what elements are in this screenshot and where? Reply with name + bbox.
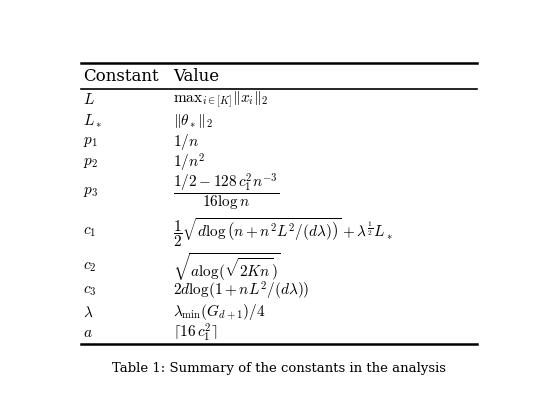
Text: Constant: Constant (83, 68, 158, 85)
Text: $p_1$: $p_1$ (83, 135, 97, 149)
Text: $\|\theta_*\|_2$: $\|\theta_*\|_2$ (173, 112, 213, 130)
Text: $c_1$: $c_1$ (83, 225, 96, 239)
Text: $p_3$: $p_3$ (83, 185, 98, 199)
Text: Value: Value (173, 68, 219, 85)
Text: $\lambda$: $\lambda$ (83, 305, 93, 319)
Text: $\lceil 16\,c_1^2 \rceil$: $\lceil 16\,c_1^2 \rceil$ (173, 322, 217, 344)
Text: $c_3$: $c_3$ (83, 284, 96, 298)
Text: Table 1: Summary of the constants in the analysis: Table 1: Summary of the constants in the… (112, 362, 446, 375)
Text: $L_*$: $L_*$ (83, 112, 102, 129)
Text: $1/n^2$: $1/n^2$ (173, 152, 205, 174)
Text: $2d\log(1 + nL^2/(d\lambda))$: $2d\log(1 + nL^2/(d\lambda))$ (173, 280, 310, 302)
Text: $\sqrt{a\log(\sqrt{2Kn})}$: $\sqrt{a\log(\sqrt{2Kn})}$ (173, 252, 281, 284)
Text: $\dfrac{1}{2}\sqrt{d\log\left(n + n^2 L^2/(d\lambda)\right)} + \lambda^{\frac{1}: $\dfrac{1}{2}\sqrt{d\log\left(n + n^2 L^… (173, 216, 393, 249)
Text: $1/n$: $1/n$ (173, 132, 199, 152)
Text: $p_2$: $p_2$ (83, 156, 98, 170)
Text: $a$: $a$ (83, 326, 92, 340)
Text: $\mathrm{max}_{i\in[K]} \|x_i\|_2$: $\mathrm{max}_{i\in[K]} \|x_i\|_2$ (173, 89, 269, 110)
Text: $\dfrac{1/2 - 128\,c_1^2 n^{-3}}{16 \log n}$: $\dfrac{1/2 - 128\,c_1^2 n^{-3}}{16 \log… (173, 171, 279, 213)
Text: $c_2$: $c_2$ (83, 260, 96, 274)
Text: $L$: $L$ (83, 92, 95, 107)
Text: $\lambda_{\min}(G_{d+1})/4$: $\lambda_{\min}(G_{d+1})/4$ (173, 302, 265, 322)
